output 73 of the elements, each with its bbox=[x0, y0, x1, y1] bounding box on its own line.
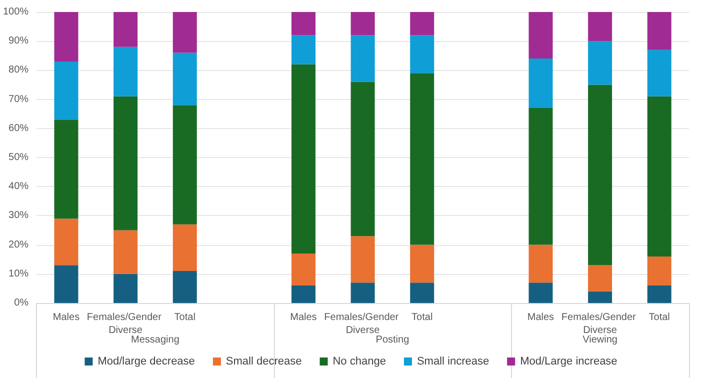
bar bbox=[172, 12, 197, 53]
bar bbox=[172, 52, 197, 106]
bar bbox=[647, 256, 672, 286]
bar bbox=[54, 12, 78, 62]
y-tick-label: 90% bbox=[8, 36, 29, 47]
bar bbox=[350, 282, 375, 303]
bar bbox=[528, 58, 553, 108]
y-tick-label: 10% bbox=[8, 268, 29, 280]
y-tick-label: 60% bbox=[8, 122, 29, 134]
bar bbox=[410, 282, 434, 303]
bar bbox=[528, 282, 553, 303]
bar bbox=[54, 120, 78, 219]
y-tick-label: 50% bbox=[8, 152, 29, 163]
bar bbox=[528, 12, 553, 59]
bar bbox=[588, 265, 612, 292]
bar bbox=[647, 50, 672, 96]
x-tick-label: Females/Gender Diverse bbox=[86, 312, 164, 336]
bar bbox=[588, 84, 612, 266]
y-tick-label: 20% bbox=[8, 239, 29, 250]
y-tick-label: 100% bbox=[3, 6, 29, 18]
y-tick-label: 40% bbox=[8, 181, 29, 192]
legend-label: Small decrease bbox=[226, 356, 302, 368]
bar bbox=[350, 236, 375, 283]
bar bbox=[114, 46, 138, 96]
bar bbox=[54, 265, 78, 303]
x-tick-label: Females/Gender Diverse bbox=[561, 312, 639, 336]
bar bbox=[350, 12, 375, 36]
x-tick-label: Total bbox=[174, 312, 196, 323]
bar bbox=[528, 108, 553, 245]
bar bbox=[410, 73, 434, 245]
bar bbox=[291, 12, 316, 36]
bar bbox=[588, 12, 612, 42]
bar bbox=[647, 12, 672, 50]
x-tick-label: Males bbox=[52, 312, 80, 323]
bar bbox=[410, 244, 434, 283]
bar bbox=[410, 12, 434, 36]
bar bbox=[114, 12, 138, 47]
bar bbox=[172, 105, 197, 224]
bar bbox=[114, 230, 138, 274]
y-tick-label: 70% bbox=[8, 94, 29, 105]
bar bbox=[54, 218, 78, 266]
bar bbox=[54, 61, 78, 120]
bar bbox=[114, 274, 138, 303]
legend-label: No change bbox=[332, 356, 386, 368]
legend-label: Mod/large decrease bbox=[98, 356, 195, 368]
x-tick-label: Total bbox=[648, 312, 670, 323]
bar bbox=[647, 286, 672, 303]
text: Messaging bbox=[131, 334, 180, 346]
bar bbox=[291, 254, 316, 286]
bar bbox=[172, 270, 197, 303]
x-tick-label: Total bbox=[412, 312, 433, 323]
bar bbox=[350, 82, 375, 236]
bar bbox=[291, 64, 316, 254]
legend-label: Small increase bbox=[416, 356, 490, 368]
bar bbox=[647, 96, 672, 256]
x-tick-label: Females/Gender Diverse bbox=[324, 312, 402, 336]
bar bbox=[410, 35, 434, 74]
bar bbox=[350, 35, 375, 82]
text: Viewing bbox=[582, 334, 618, 346]
bar bbox=[291, 35, 316, 64]
x-tick-label: Males bbox=[527, 312, 554, 323]
bar bbox=[588, 41, 612, 85]
bar bbox=[588, 291, 612, 303]
bar bbox=[172, 224, 197, 271]
legend-label: Mod/Large increase bbox=[520, 356, 618, 368]
x-tick-label: Males bbox=[290, 312, 317, 323]
text: Posting bbox=[376, 334, 410, 346]
bar bbox=[114, 96, 138, 230]
bar bbox=[528, 244, 553, 283]
bar bbox=[291, 286, 316, 303]
y-tick-label: 80% bbox=[8, 64, 29, 76]
y-tick-label: 30% bbox=[8, 210, 29, 222]
y-tick-label: 0% bbox=[14, 298, 29, 308]
